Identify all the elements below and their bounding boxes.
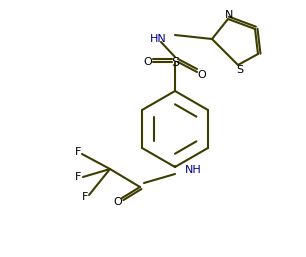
Text: S: S bbox=[237, 65, 244, 75]
Text: O: O bbox=[114, 197, 122, 207]
Text: F: F bbox=[75, 172, 81, 182]
Text: F: F bbox=[75, 147, 81, 157]
Text: O: O bbox=[198, 70, 206, 80]
Text: N: N bbox=[225, 10, 233, 20]
Text: S: S bbox=[171, 56, 179, 69]
Text: O: O bbox=[144, 57, 152, 67]
Text: NH: NH bbox=[185, 165, 202, 175]
Text: HN: HN bbox=[150, 34, 167, 44]
Text: F: F bbox=[82, 192, 88, 202]
